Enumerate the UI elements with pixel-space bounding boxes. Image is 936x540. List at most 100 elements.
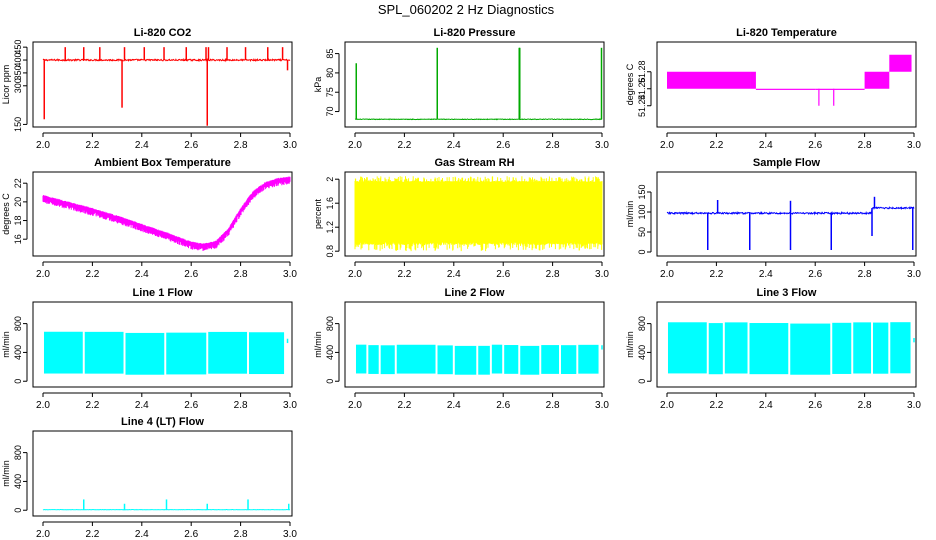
x-tick-label: 2.8 — [234, 140, 248, 151]
x-tick-label: 3.0 — [283, 140, 297, 151]
plot-frame — [656, 41, 917, 128]
y-tick-label: 1.6 — [325, 197, 335, 210]
x-tick-label: 3.0 — [907, 269, 921, 280]
step-block-6 — [889, 54, 912, 72]
panel-title: Li-820 Temperature — [736, 27, 837, 39]
plot-frame — [344, 41, 605, 128]
band-block-8 — [872, 322, 889, 374]
band-block-6 — [832, 322, 852, 374]
band-block-7 — [478, 345, 490, 375]
x-tick-label: 2.4 — [135, 400, 149, 411]
band-block-5 — [790, 323, 831, 375]
y-tick-label: 150 — [637, 184, 647, 199]
panel-title: Line 1 Flow — [133, 287, 193, 299]
x-tick-label: 2.4 — [759, 140, 773, 151]
x-tick-label: 2.6 — [184, 140, 198, 151]
x-tick-label: 2.0 — [36, 140, 50, 151]
x-tick-label: 2.2 — [85, 529, 99, 540]
y-tick-label: 51.26 — [637, 77, 647, 100]
y-tick-label: 1.2 — [325, 221, 335, 234]
y-tick-label: 0 — [637, 379, 647, 384]
series-line — [354, 118, 603, 121]
y-tick-label: 22 — [13, 178, 23, 188]
band-block-2 — [368, 345, 379, 374]
y-axis-label: degrees C — [1, 193, 11, 235]
panel-6: Sample Flow 2.0 2.2 2.4 2.6 2.8 3.0 0 50 100 150ml… — [625, 157, 921, 280]
plot-frame — [656, 171, 917, 257]
band-block-10 — [520, 345, 540, 375]
band-block-6 — [454, 345, 477, 375]
x-tick-label: 2.2 — [397, 400, 411, 411]
band-block-7 — [853, 322, 872, 374]
y-tick-label: 18 — [13, 216, 23, 226]
panel-10: Line 4 (LT) Flow 2.0 2.2 2.4 2.6 2.8 3.0 0 400 80… — [1, 416, 297, 540]
x-tick-label: 2.2 — [85, 269, 99, 280]
series-line — [42, 176, 291, 251]
x-tick-label: 2.4 — [759, 269, 773, 280]
y-tick-label: 20 — [13, 197, 23, 207]
x-tick-label: 2.2 — [397, 269, 411, 280]
y-tick-label: 85 — [325, 49, 335, 59]
band-block-3 — [724, 322, 748, 374]
y-tick-label: 400 — [637, 345, 647, 360]
band-block-5 — [208, 331, 248, 374]
plot-frame — [344, 171, 605, 257]
x-tick-label: 2.4 — [135, 529, 149, 540]
y-axis-label: kPa — [313, 77, 323, 93]
x-tick-label: 2.6 — [496, 140, 510, 151]
y-tick-label: 80 — [325, 68, 335, 78]
y-tick-label: 800 — [13, 316, 23, 331]
y-axis-label: degrees C — [625, 63, 635, 105]
panel-4: Ambient Box Temperature 2.0 2.2 2.4 2.6 2.8 3.… — [1, 157, 297, 280]
band-block-6 — [248, 332, 285, 375]
x-tick-label: 2.0 — [36, 269, 50, 280]
x-tick-label: 3.0 — [595, 269, 609, 280]
step-block-2 — [750, 71, 756, 89]
x-tick-label: 2.8 — [858, 269, 872, 280]
y-tick-label: 150 — [13, 117, 23, 132]
y-tick-label: 50 — [637, 227, 647, 237]
y-tick-label: 16 — [13, 234, 23, 244]
y-axis-label: ml/min — [313, 331, 323, 358]
step-block-1 — [667, 71, 751, 89]
band-block-2 — [708, 323, 723, 375]
y-tick-label: 300 — [13, 78, 23, 93]
x-tick-label: 2.0 — [660, 400, 674, 411]
x-tick-label: 2.6 — [808, 269, 822, 280]
x-tick-label: 2.0 — [348, 400, 362, 411]
x-tick-label: 2.8 — [546, 140, 560, 151]
y-tick-label: 800 — [325, 316, 335, 331]
band-block-13 — [578, 344, 599, 374]
band-block-8 — [491, 344, 503, 374]
band-block-9 — [890, 322, 911, 374]
y-tick-label: 0 — [13, 379, 23, 384]
y-tick-label: 800 — [637, 316, 647, 331]
x-tick-label: 3.0 — [595, 140, 609, 151]
y-tick-label: 400 — [13, 345, 23, 360]
plot-frame — [344, 301, 605, 388]
plot-frame — [32, 41, 293, 128]
panel-8: Line 2 Flow 2.0 2.2 2.4 2.6 2.8 3.0 0 400 800ml/m… — [313, 287, 609, 411]
band-block-1 — [43, 331, 83, 374]
y-tick-label: 100 — [637, 204, 647, 219]
band-block-1 — [355, 344, 367, 374]
x-tick-label: 3.0 — [283, 400, 297, 411]
x-tick-label: 2.0 — [348, 140, 362, 151]
band-block-5 — [437, 345, 453, 375]
x-tick-label: 2.0 — [36, 529, 50, 540]
y-tick-label: 70 — [325, 107, 335, 117]
panel-7: Line 1 Flow 2.0 2.2 2.4 2.6 2.8 3.0 0 400 800ml/m… — [1, 287, 297, 411]
x-tick-label: 2.2 — [709, 140, 723, 151]
y-tick-label: 400 — [325, 345, 335, 360]
y-tick-label: 0 — [13, 508, 23, 513]
x-tick-label: 2.2 — [85, 140, 99, 151]
band-block-1 — [667, 322, 707, 374]
x-tick-label: 2.4 — [135, 140, 149, 151]
x-tick-label: 2.2 — [397, 140, 411, 151]
panel-title: Line 4 (LT) Flow — [121, 416, 204, 428]
x-tick-label: 3.0 — [907, 400, 921, 411]
panel-title: Sample Flow — [753, 157, 821, 169]
series-band — [354, 176, 603, 252]
x-tick-label: 2.2 — [709, 400, 723, 411]
